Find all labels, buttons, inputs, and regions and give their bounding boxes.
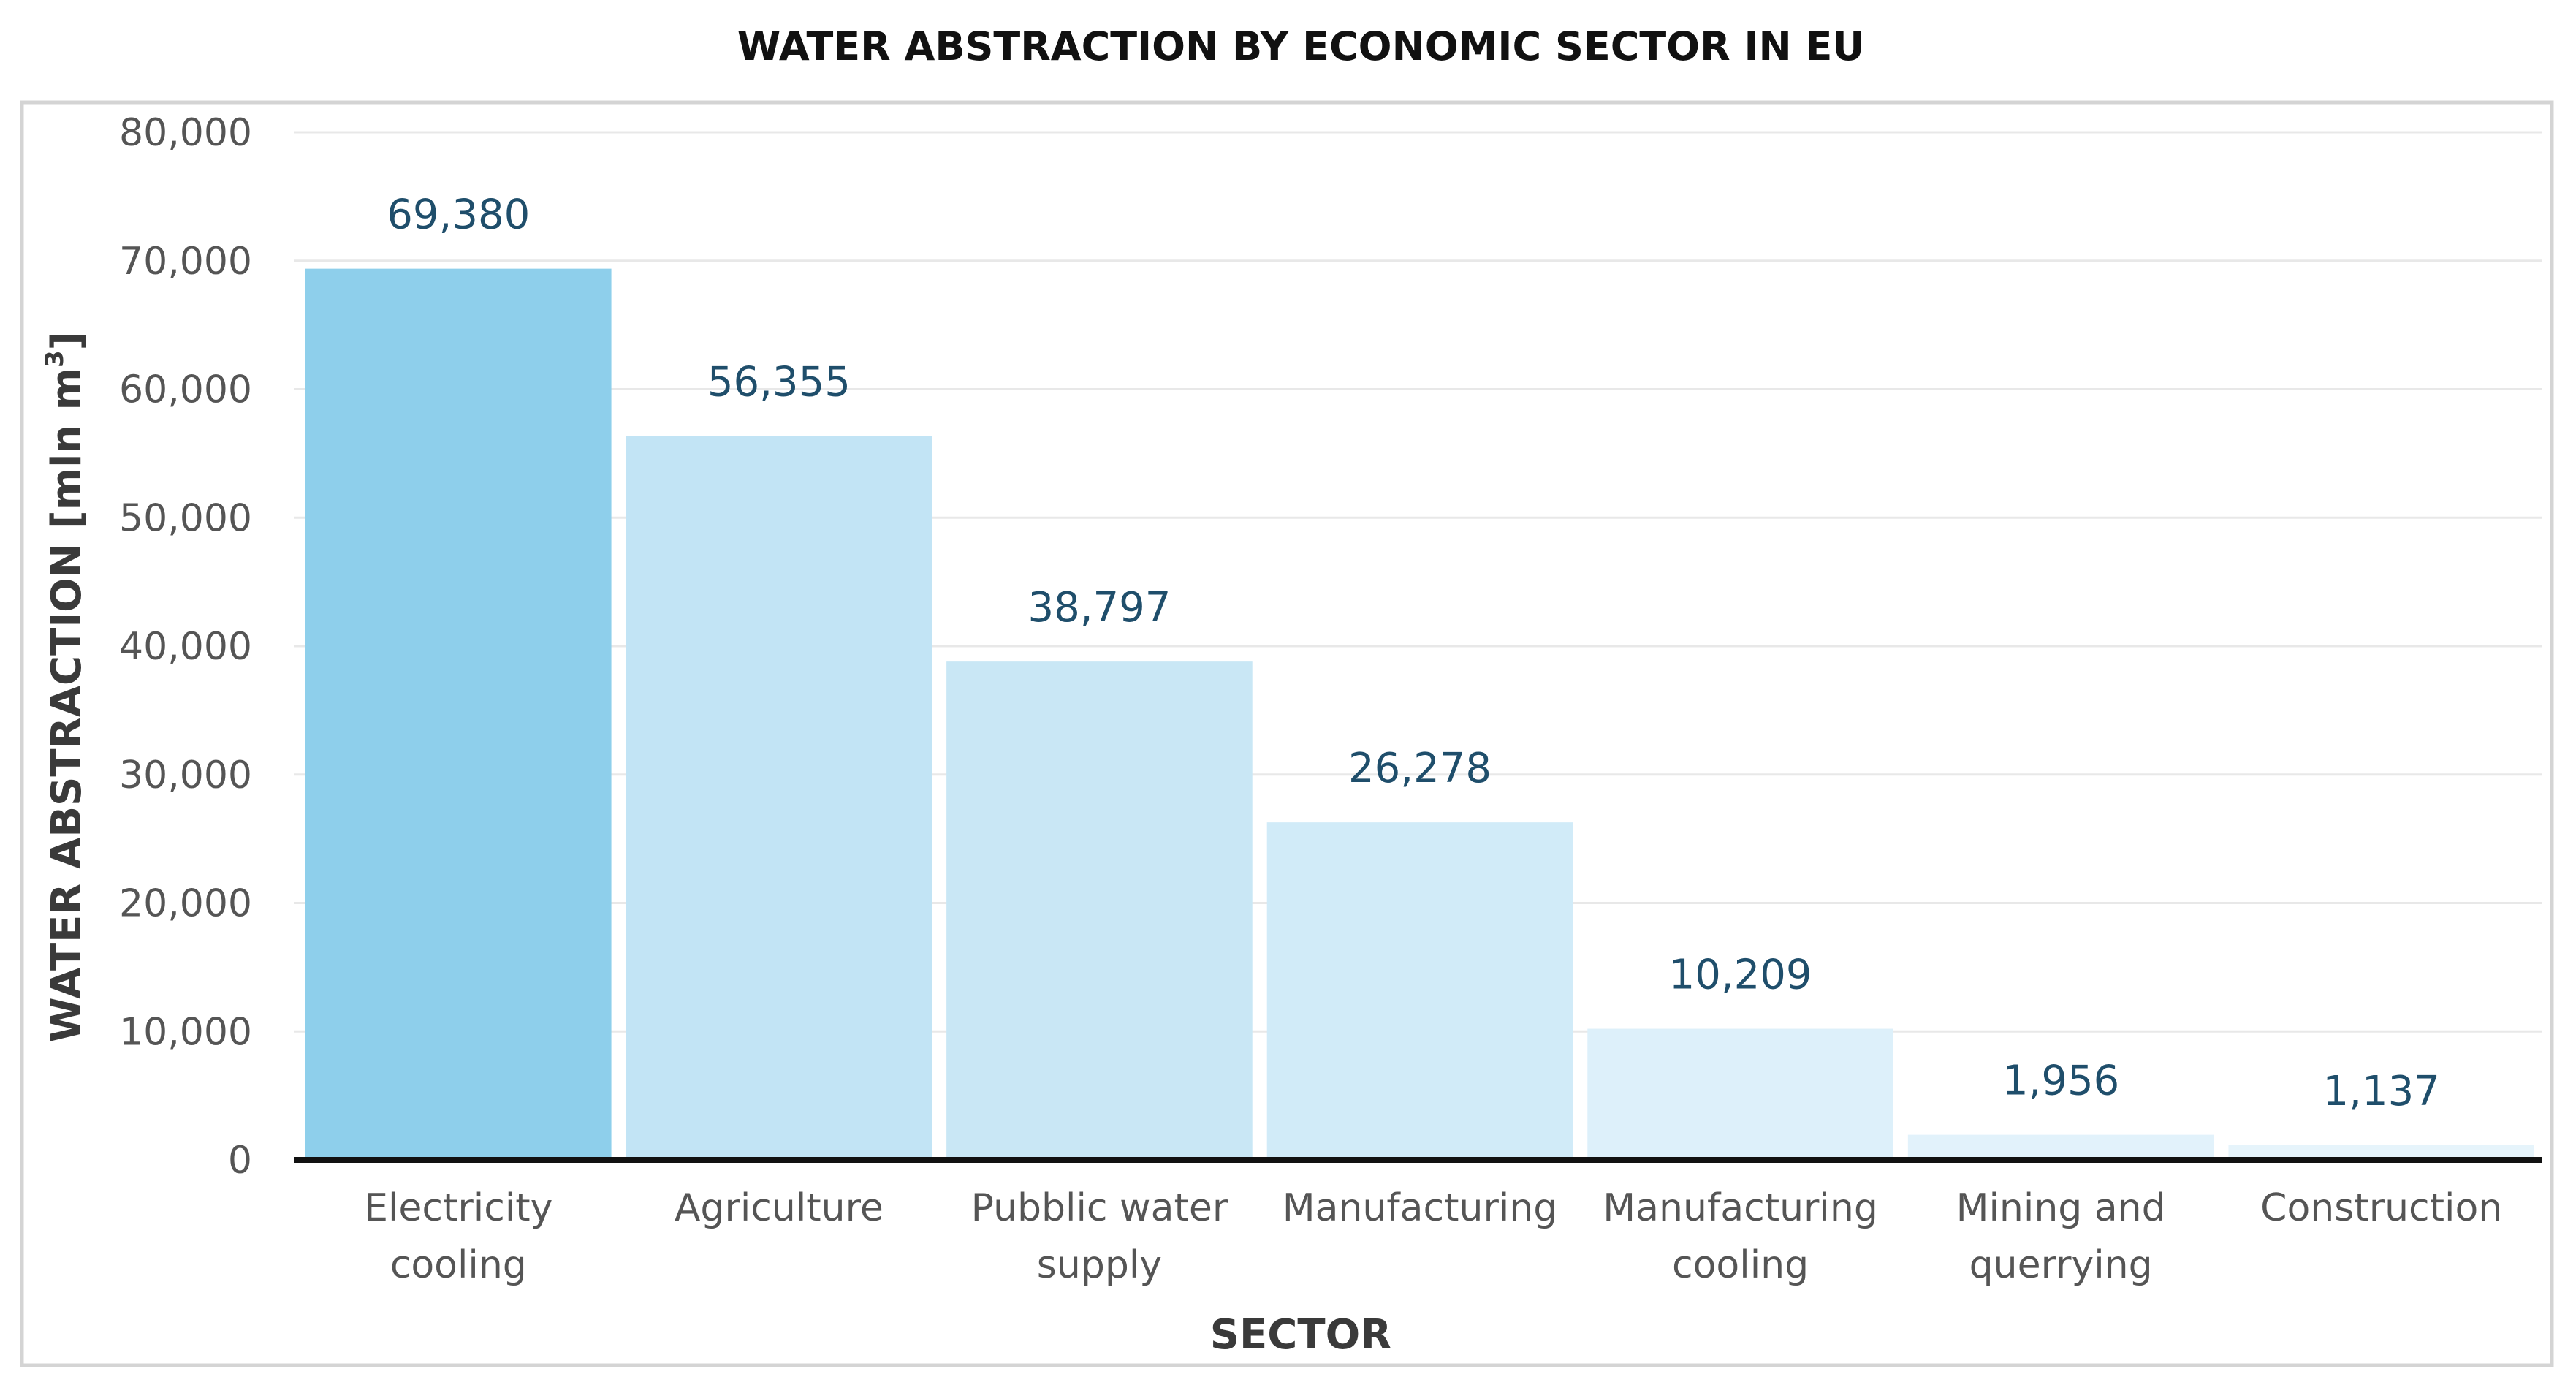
category-label: Mining and querrying [1956,1186,2166,1287]
y-tick-label: 10,000 [119,1010,252,1054]
category-label-line: supply [1037,1243,1162,1287]
y-axis-title-superscript: 3 [40,350,69,368]
category-label: Manufacturing [1283,1186,1558,1230]
x-axis-categories: Electricity cooling Agriculture Pubblic wat… [364,1186,2502,1287]
category-label: Manufacturing cooling [1603,1186,1878,1287]
y-tick-label: 20,000 [119,882,252,926]
y-axis-title: WATER ABSTRACTION [mln m3] [40,332,91,1043]
bars [305,268,2534,1161]
category-label-line: Manufacturing [1603,1186,1878,1230]
bar-0 [305,268,612,1161]
category-label: Agriculture [675,1186,884,1230]
bar-value-label: 69,380 [387,191,530,239]
category-label-line: Pubblic water [971,1186,1228,1230]
category-label-line: Mining and [1956,1186,2166,1230]
chart-title: WATER ABSTRACTION BY ECONOMIC SECTOR IN … [737,23,1865,69]
bar-value-label: 1,956 [2002,1058,2119,1105]
y-axis-title-end: ] [43,332,91,351]
category-label-line: Agriculture [675,1186,884,1230]
category-label-line: cooling [1672,1243,1809,1287]
bar-3 [1266,822,1573,1160]
y-tick-label: 70,000 [119,240,252,284]
category-label: Construction [2260,1186,2502,1230]
x-axis-title: SECTOR [1210,1311,1392,1359]
y-axis-title-main: WATER ABSTRACTION [mln m [43,368,91,1042]
bar-value-label: 10,209 [1669,952,1812,999]
category-label-line: Manufacturing [1283,1186,1558,1230]
bar-value-label: 56,355 [707,359,851,406]
y-tick-label: 80,000 [119,111,252,155]
y-tick-label: 30,000 [119,754,252,797]
category-label-line: Construction [2260,1186,2502,1230]
y-tick-label: 50,000 [119,496,252,540]
bar-value-label: 1,137 [2323,1068,2440,1115]
bar-value-label: 26,278 [1348,745,1492,792]
bar-2 [946,661,1253,1160]
bar-4 [1587,1028,1893,1160]
category-label-line: cooling [390,1243,527,1287]
bar-value-label: 38,797 [1027,584,1171,631]
category-label: Electricity cooling [364,1186,552,1287]
bar-6 [2228,1145,2534,1160]
category-label: Pubblic water supply [971,1186,1228,1287]
y-tick-label: 0 [228,1139,252,1183]
data-labels: 69,380 56,355 38,797 26,278 10,209 1,956 1,137 [387,191,2440,1115]
y-tick-label: 60,000 [119,368,252,412]
bar-1 [626,436,932,1160]
y-tick-label: 40,000 [119,625,252,669]
y-axis-ticks: 0 10,000 20,000 30,000 40,000 50,000 60,000 70,… [119,111,252,1183]
category-label-line: querrying [1969,1243,2153,1287]
bar-5 [1907,1134,2214,1160]
category-label-line: Electricity [364,1186,552,1230]
